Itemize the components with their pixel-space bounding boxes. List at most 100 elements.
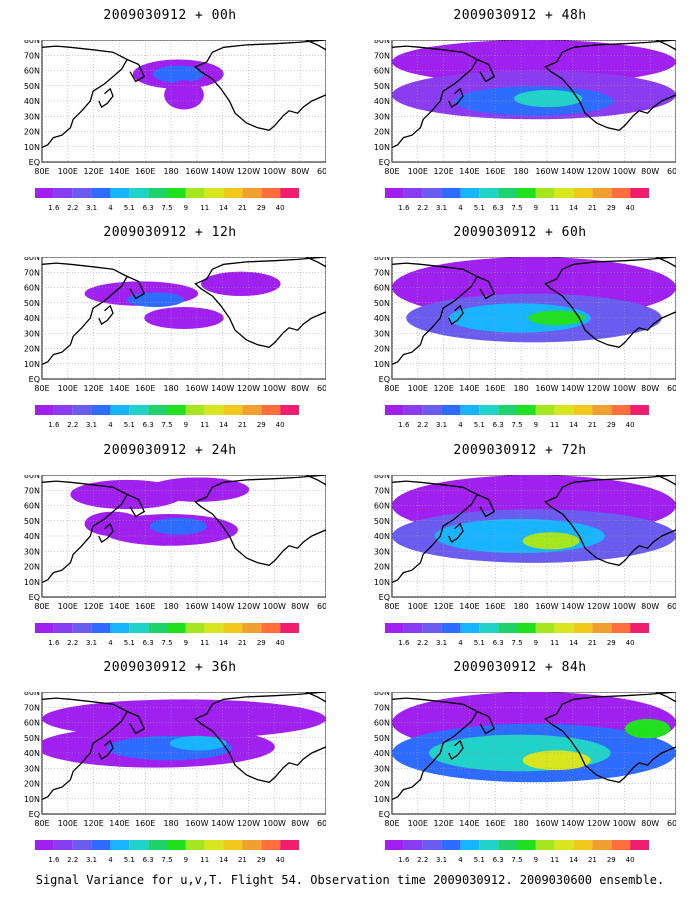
colorbar-swatch (403, 405, 423, 415)
colorbar-label: 5.1 (124, 204, 135, 212)
map-panel: 2009030912 + 36h 80N 70N 60N 50N 40N 30N 20N 10… (0, 652, 340, 870)
colorbar-swatch (261, 840, 281, 850)
colorbar-swatch (498, 623, 517, 633)
colorbar-swatch (148, 188, 167, 198)
longitude-label: 140E (459, 167, 479, 176)
colorbar-swatch (554, 623, 574, 633)
colorbar-label: 5.1 (474, 856, 485, 864)
latitude-label: 30N (24, 112, 40, 121)
colorbar-label: 14 (569, 421, 578, 429)
panel-title: 2009030912 + 60h (453, 225, 587, 240)
colorbar-label: 40 (626, 421, 635, 429)
colorbar-swatch (242, 188, 262, 198)
colorbar-label: 5.1 (124, 639, 135, 647)
latitude-label: 30N (374, 329, 390, 338)
latitude-label: 10N (24, 795, 40, 804)
latitude-label: EQ (29, 593, 40, 602)
longitude-label: 80W (291, 602, 309, 611)
longitude-label: 180 (163, 819, 178, 828)
variance-contour (392, 40, 676, 84)
colorbar-swatch (204, 405, 224, 415)
coastline (126, 58, 146, 83)
longitude-label: 180 (163, 167, 178, 176)
colorbar-label: 3.1 (436, 421, 447, 429)
colorbar-swatch (261, 623, 281, 633)
longitude-label: 80E (384, 167, 399, 176)
longitude-label: 60W (317, 167, 326, 176)
colorbar-label: 14 (569, 204, 578, 212)
colorbar-label: 1.6 (398, 639, 410, 647)
colorbar-swatch (72, 623, 92, 633)
longitude-label: 100W (613, 167, 636, 176)
coastline (392, 262, 479, 365)
longitude-label: 140W (211, 384, 234, 393)
colorbar-label: 7.5 (161, 856, 172, 864)
latitude-label: 50N (24, 299, 40, 308)
colorbar-label: 7.5 (511, 421, 522, 429)
variance-contour (164, 80, 204, 110)
colorbar: 1.6 2.2 3.1 4 5.1 6.3 7.5 9 11 14 21 29 40 (385, 623, 649, 647)
longitude-label: 140W (561, 819, 584, 828)
coastline (476, 493, 496, 518)
colorbar-label: 40 (626, 204, 635, 212)
longitude-label: 140W (211, 167, 234, 176)
colorbar-swatch (573, 405, 593, 415)
longitude-label: 180 (513, 384, 528, 393)
coastline (42, 262, 129, 365)
longitude-label: 120W (237, 384, 260, 393)
latitude-label: 40N (24, 314, 40, 323)
colorbar-swatch (422, 623, 442, 633)
colorbar-label: 7.5 (511, 639, 522, 647)
colorbar-label: 1.6 (48, 421, 60, 429)
longitude-label: 80W (291, 167, 309, 176)
colorbar-swatch (53, 405, 73, 415)
colorbar-swatch (611, 405, 631, 415)
latitude-label: 50N (374, 299, 390, 308)
colorbar-swatch (148, 840, 167, 850)
colorbar-label: 40 (276, 639, 285, 647)
colorbar-swatch (554, 405, 574, 415)
colorbar-label: 9 (534, 421, 538, 429)
colorbar-label: 40 (626, 856, 635, 864)
coastline (544, 475, 676, 567)
colorbar-swatch (385, 840, 404, 850)
colorbar: 1.6 2.2 3.1 4 5.1 6.3 7.5 9 11 14 21 29 40 (385, 840, 649, 864)
colorbar-swatch (35, 840, 54, 850)
coastline (544, 692, 676, 784)
longitude-label: 100E (58, 819, 78, 828)
colorbar-label: 3.1 (86, 856, 97, 864)
latitude-label: 20N (24, 345, 40, 354)
coastline (476, 710, 496, 735)
latitude-label: 10N (374, 578, 390, 587)
longitude-label: 100E (58, 384, 78, 393)
colorbar-label: 29 (257, 421, 266, 429)
latitude-label: 10N (374, 795, 390, 804)
longitude-label: 140E (109, 819, 129, 828)
latitude-label: 10N (24, 578, 40, 587)
colorbar-swatch (167, 188, 186, 198)
colorbar-label: 5.1 (124, 856, 135, 864)
longitude-label: 180 (513, 819, 528, 828)
latitude-label: 80N (24, 40, 40, 45)
colorbar-swatch (630, 623, 649, 633)
longitude-label: 100W (263, 602, 286, 611)
colorbar-label: 11 (200, 639, 209, 647)
coastline (655, 40, 676, 51)
colorbar-label: 14 (219, 856, 228, 864)
latitude-label: EQ (379, 375, 390, 384)
colorbar-label: 7.5 (161, 421, 172, 429)
colorbar-label: 7.5 (511, 856, 522, 864)
latitude-label: 60N (374, 502, 390, 511)
latitude-label: 70N (374, 51, 390, 60)
coastline (392, 45, 479, 148)
longitude-label: 160W (185, 384, 208, 393)
colorbar-label: 40 (626, 639, 635, 647)
panel-title: 2009030912 + 36h (103, 660, 237, 675)
latitude-label: 30N (24, 329, 40, 338)
colorbar-label: 14 (219, 639, 228, 647)
longitude-label: 100E (408, 167, 428, 176)
variance-contour (201, 271, 281, 297)
colorbar-label: 9 (184, 856, 188, 864)
coastline (42, 480, 129, 583)
latitude-label: 40N (374, 532, 390, 541)
